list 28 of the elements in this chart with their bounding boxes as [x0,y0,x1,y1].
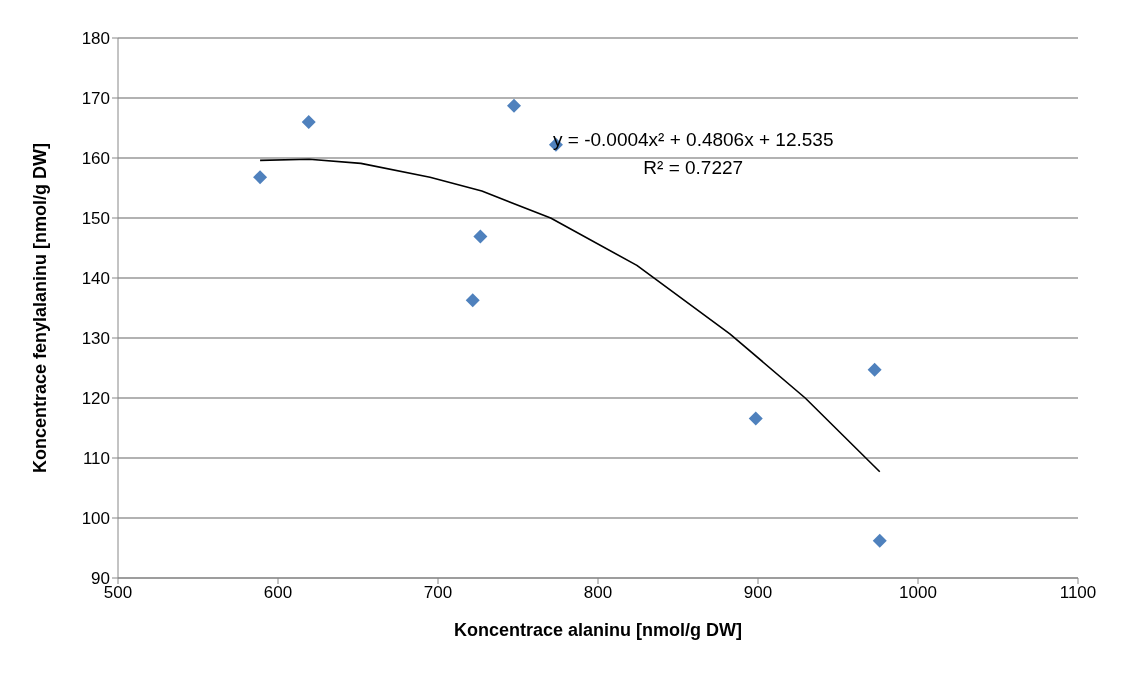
y-tick-label: 180 [81,29,110,49]
x-tick-label: 800 [583,583,613,603]
point [748,411,763,426]
point [507,98,521,113]
y-tick-label: 150 [81,209,110,229]
point [301,115,316,129]
x-axis-title: Koncentrace alaninu [nmol/g DW] [453,620,743,640]
x-tick-label: 1000 [899,583,937,603]
point [473,229,488,244]
y-axis-title: Koncentrace fenylalaninu [nmol/g DW] [30,142,51,474]
point [253,170,268,185]
x-tick-label: 1100 [1059,583,1097,603]
annotation: y = -0.0004x² + 0.4806x + 12.535 [553,128,834,152]
point [872,533,887,548]
annotation: R² = 0.7227 [642,156,745,180]
point [465,293,480,308]
y-tick-label: 120 [81,389,110,409]
y-tick-label: 140 [81,269,110,289]
point [867,362,882,377]
y-tick-label: 130 [81,329,110,349]
y-tick-label: 110 [82,449,110,469]
x-tick-label: 600 [263,583,293,603]
y-tick-label: 160 [81,149,110,169]
x-tick-label: 700 [423,583,453,603]
y-tick-label: 100 [81,509,110,529]
x-tick-label: 900 [743,583,773,603]
line-series [259,158,881,473]
y-tick-label: 170 [81,89,110,109]
